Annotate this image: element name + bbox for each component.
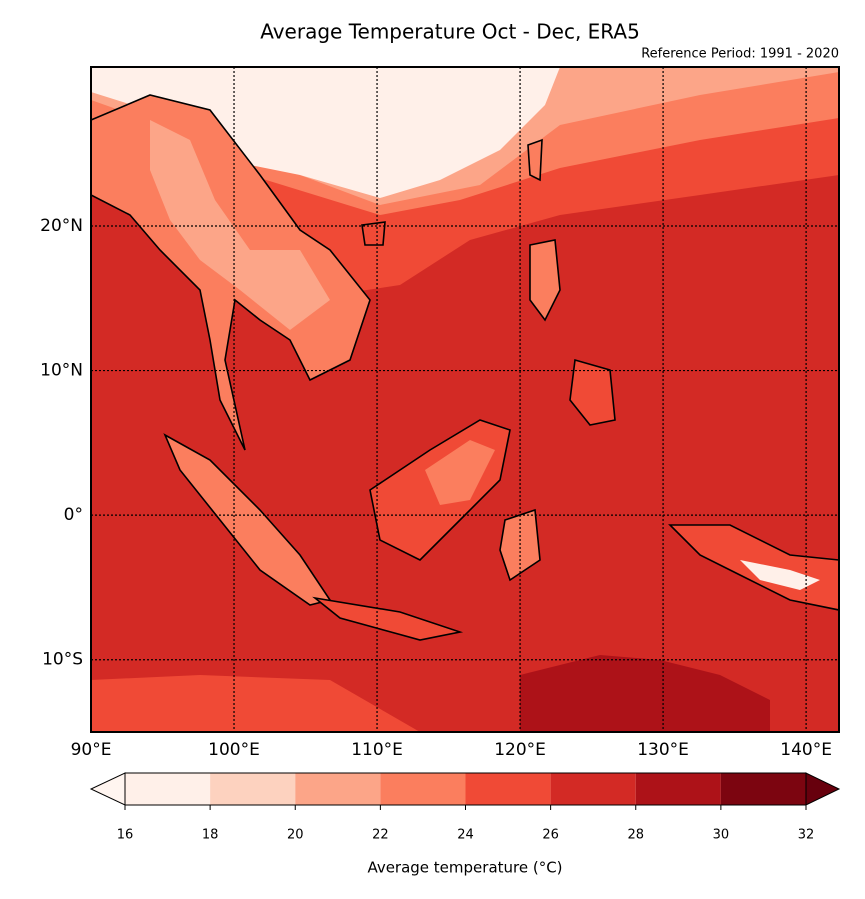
x-tick-label: 120°E — [494, 740, 546, 760]
x-tick-label: 110°E — [351, 740, 403, 760]
map-frame — [90, 66, 840, 733]
colorbar-label: Average temperature (°C) — [367, 859, 562, 877]
colorbar-tick-label: 22 — [372, 828, 389, 843]
colorbar-segment — [465, 773, 551, 805]
colorbar-tick-label: 32 — [798, 828, 815, 843]
colorbar-tick-label: 16 — [117, 828, 134, 843]
colorbar-tick-label: 24 — [457, 828, 474, 843]
colorbar-extend-low — [89, 772, 126, 806]
x-tick-label: 140°E — [780, 740, 832, 760]
colorbar-tick-label: 28 — [627, 828, 644, 843]
colorbar-segment — [635, 773, 721, 805]
y-tick-label: 0° — [64, 505, 83, 525]
colorbar-tick-label: 20 — [287, 828, 304, 843]
land-taiwan — [527, 138, 543, 182]
title: Average Temperature Oct - Dec, ERA5 — [260, 20, 640, 44]
land-hainan — [361, 221, 386, 246]
colorbar-segment — [380, 773, 466, 805]
land-mindanao — [569, 358, 616, 426]
colorbar-segment — [720, 773, 806, 805]
x-tick-label: 90°E — [71, 740, 112, 760]
x-tick-label: 130°E — [637, 740, 689, 760]
map-field — [91, 67, 839, 732]
land-highland — [150, 120, 330, 330]
colorbar-extend-high — [805, 772, 841, 806]
warm-zone — [91, 675, 420, 732]
colorbar-segment — [210, 773, 296, 805]
y-tick-label: 10°S — [42, 650, 83, 670]
subtitle: Reference Period: 1991 - 2020 — [641, 47, 839, 62]
y-tick-label: 20°N — [40, 216, 83, 236]
land-highland — [740, 560, 820, 590]
land-borneo-high — [425, 440, 495, 505]
hot-zone — [520, 655, 770, 732]
colorbar-tick-label: 26 — [542, 828, 559, 843]
land-java — [312, 596, 464, 641]
land-luzon — [529, 239, 561, 322]
colorbar-segment — [125, 773, 211, 805]
cool-zone — [91, 67, 560, 198]
colorbar-tick-label: 30 — [713, 828, 730, 843]
colorbar-tick-label: 18 — [202, 828, 219, 843]
y-tick-label: 10°N — [40, 361, 83, 381]
x-tick-label: 100°E — [208, 740, 260, 760]
colorbar-segment — [295, 773, 381, 805]
colorbar-segment — [550, 773, 636, 805]
